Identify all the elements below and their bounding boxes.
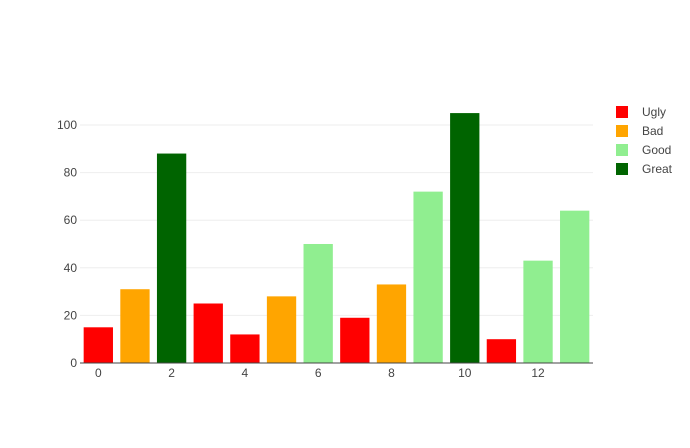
bar-bad[interactable] [376, 284, 407, 363]
legend-label: Good [642, 143, 671, 157]
legend-item-good[interactable]: Good [616, 143, 671, 157]
bar-good[interactable] [560, 210, 590, 363]
legend: Ugly Bad Good Great [616, 105, 673, 176]
y-tick-label: 40 [64, 261, 78, 275]
x-tick-label: 4 [242, 366, 249, 380]
x-tick-label: 0 [95, 366, 102, 380]
bar-great[interactable] [450, 113, 480, 363]
y-tick-label: 0 [70, 356, 77, 370]
legend-item-bad[interactable]: Bad [616, 124, 663, 138]
bar-good[interactable] [523, 260, 553, 363]
legend-item-ugly[interactable]: Ugly [616, 105, 666, 119]
x-tick-label: 10 [458, 366, 472, 380]
legend-swatch [616, 106, 628, 118]
bar-bad[interactable] [266, 296, 297, 363]
bar-good[interactable] [413, 191, 443, 363]
y-tick-label: 80 [64, 166, 78, 180]
axes: 0 20 40 60 80 100 0 2 4 6 8 10 12 [57, 118, 593, 380]
bar-ugly[interactable] [340, 317, 370, 363]
legend-swatch [616, 125, 628, 137]
bar-ugly[interactable] [230, 334, 260, 363]
x-tick-label: 6 [315, 366, 322, 380]
bar-ugly[interactable] [83, 327, 113, 363]
legend-label: Bad [642, 124, 663, 138]
y-tick-label: 20 [64, 308, 78, 322]
x-tick-label: 8 [388, 366, 395, 380]
legend-swatch [616, 144, 628, 156]
bar-good[interactable] [303, 243, 333, 363]
legend-item-great[interactable]: Great [616, 162, 673, 176]
legend-label: Ugly [642, 105, 666, 119]
bar-ugly[interactable] [486, 339, 517, 363]
bars [83, 113, 590, 363]
legend-label: Great [642, 162, 673, 176]
bar-great[interactable] [156, 153, 187, 363]
legend-swatch [616, 163, 628, 175]
bar-bad[interactable] [120, 289, 150, 363]
y-tick-label: 100 [57, 118, 77, 132]
x-tick-label: 12 [531, 366, 545, 380]
y-tick-label: 60 [64, 213, 78, 227]
bar-ugly[interactable] [193, 303, 223, 363]
x-tick-label: 2 [168, 366, 175, 380]
